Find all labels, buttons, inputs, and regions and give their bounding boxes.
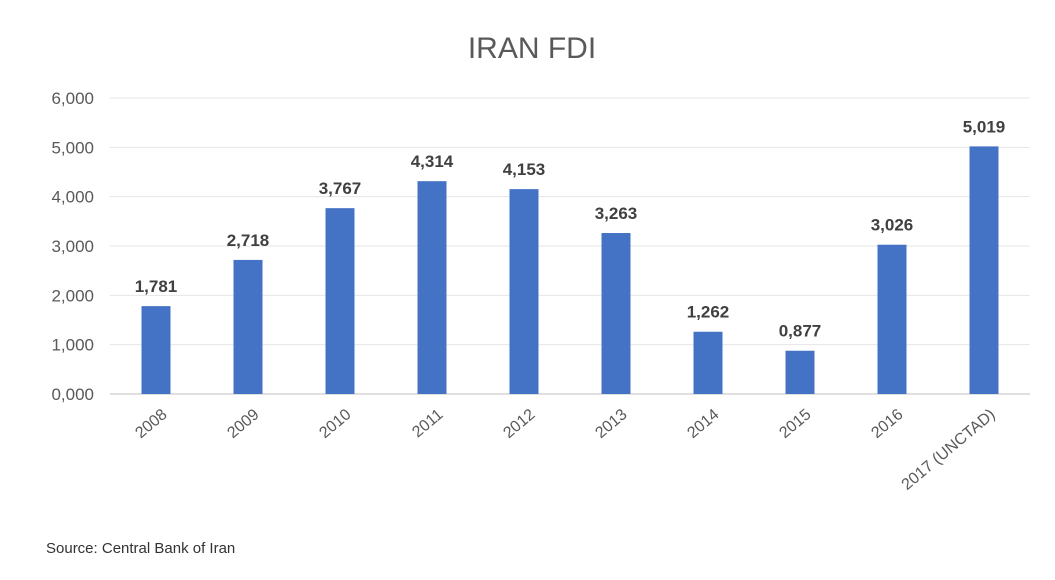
data-labels: 1,781 2,718 3,767 4,314 4,153 3,263 1,262 0,877… <box>135 117 1006 340</box>
bar <box>877 244 907 394</box>
data-label: 3,767 <box>319 179 362 198</box>
y-tick-label: 1,000 <box>51 336 94 355</box>
x-tick-label: 2009 <box>224 406 262 442</box>
x-axis-tick-labels: 2008 2009 2010 2011 2012 2013 2014 2015 20162017… <box>132 406 998 494</box>
data-label: 1,262 <box>687 303 730 322</box>
y-tick-label: 6,000 <box>51 89 94 108</box>
x-tick-label: 2014 <box>684 406 722 442</box>
y-tick-label: 3,000 <box>51 237 94 256</box>
data-label: 4,314 <box>411 152 454 171</box>
data-label: 2,718 <box>227 231 270 250</box>
bar <box>417 181 447 394</box>
x-tick-label: 2011 <box>409 406 446 441</box>
chart-title: IRAN FDI <box>468 32 596 65</box>
x-tick-label: 2017 (UNCTAD) <box>899 406 999 494</box>
x-tick-label: 2016 <box>868 406 906 442</box>
data-label: 3,263 <box>595 204 638 223</box>
y-tick-label: 0,000 <box>51 385 94 404</box>
y-tick-label: 5,000 <box>51 138 94 157</box>
bar <box>141 306 171 394</box>
bar <box>233 259 263 394</box>
x-tick-label: 2013 <box>592 406 630 442</box>
bar <box>969 146 999 394</box>
x-tick-label: 2010 <box>316 406 354 442</box>
bar <box>693 331 723 394</box>
x-tick-label: 2012 <box>500 406 538 442</box>
x-tick-label: 2008 <box>132 406 170 442</box>
source-note: Source: Central Bank of Iran <box>46 540 236 557</box>
data-label: 0,877 <box>779 322 822 341</box>
y-axis-tick-labels: 0,000 1,000 2,000 3,000 4,000 5,000 6,000 <box>51 89 94 404</box>
x-tick-label: 2015 <box>776 406 814 442</box>
bar <box>785 350 815 394</box>
y-tick-label: 4,000 <box>51 188 94 207</box>
data-label: 4,153 <box>503 160 546 179</box>
data-label: 5,019 <box>963 117 1006 136</box>
data-label: 1,781 <box>135 277 178 296</box>
gridlines <box>110 97 1030 395</box>
bar <box>509 189 539 394</box>
y-tick-label: 2,000 <box>51 286 94 305</box>
data-label: 3,026 <box>871 216 914 235</box>
bar <box>601 233 631 394</box>
bars <box>141 146 999 394</box>
bar <box>325 208 355 394</box>
